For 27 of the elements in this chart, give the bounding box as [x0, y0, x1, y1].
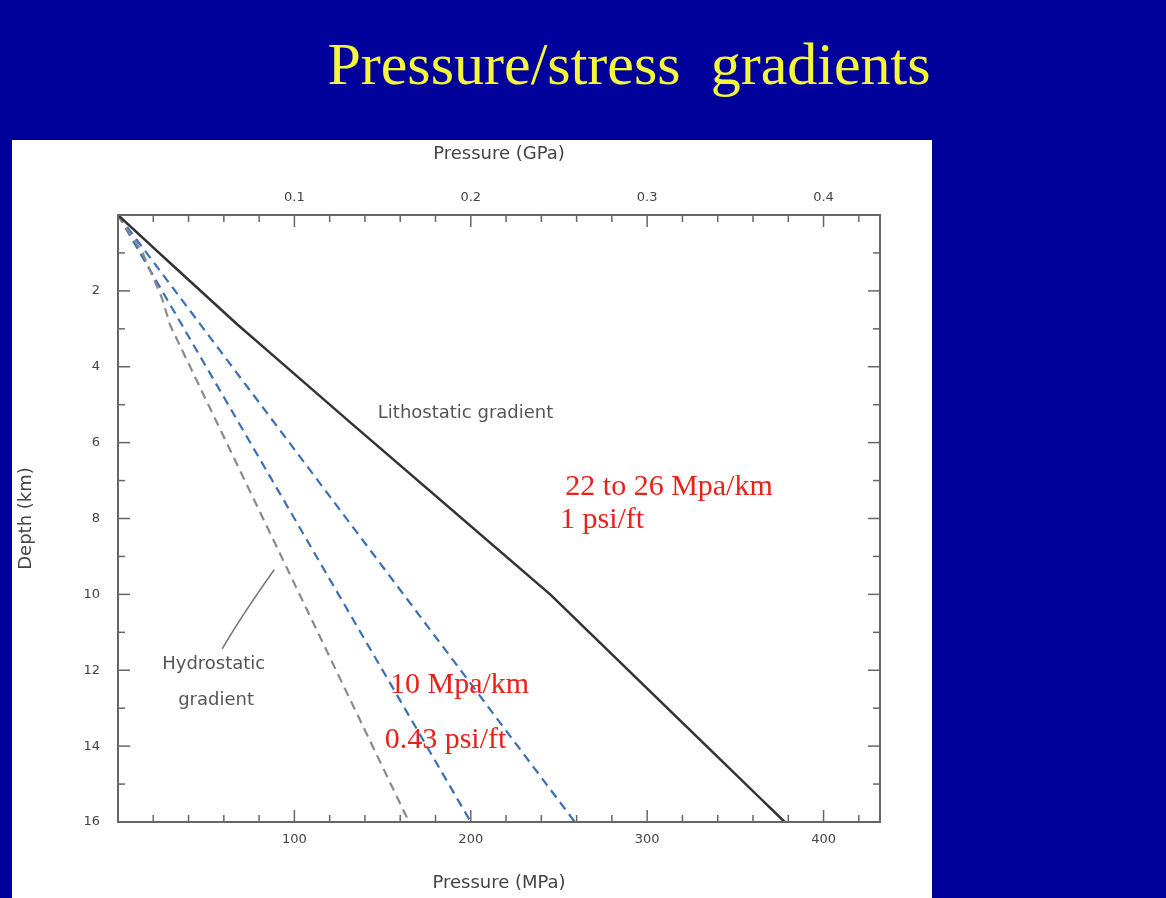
- annotation: 1 psi/ft: [559, 500, 645, 534]
- y-tick-label: 14: [83, 737, 100, 753]
- x2-tick-label: 0.1: [284, 188, 305, 204]
- y-tick-label: 16: [83, 813, 100, 829]
- x-tick-label: 100: [281, 831, 307, 847]
- chart-title: Pressure/stress gradients: [326, 30, 932, 99]
- x2-tick-label: 0.3: [636, 188, 658, 204]
- y-tick-label: 4: [91, 358, 100, 374]
- x-tick-label: 200: [458, 831, 484, 847]
- annotation: Lithostatic gradient: [377, 400, 554, 422]
- annotation: 10 Mpa/km: [390, 665, 530, 699]
- x2-tick-label: 0.4: [813, 188, 834, 204]
- x2-tick-label: 0.2: [460, 188, 482, 204]
- y-tick-label: 6: [91, 434, 100, 449]
- x2-axis-title: Pressure (GPa): [433, 142, 565, 164]
- x-tick-label: 400: [811, 831, 836, 847]
- annotation: 22 to 26 Mpa/km: [565, 467, 773, 501]
- annotation: Hydrostatic: [162, 652, 266, 674]
- y-tick-label: 2: [91, 282, 100, 298]
- y-tick-label: 8: [91, 509, 100, 525]
- x-axis-title: Pressure (MPa): [432, 870, 566, 892]
- x-tick-label: 300: [634, 831, 660, 847]
- y-axis-title: Depth (km): [14, 467, 36, 570]
- y-tick-label: 10: [83, 585, 100, 601]
- y-tick-label: 12: [83, 661, 100, 677]
- annotation: gradient: [178, 687, 255, 709]
- annotation: 0.43 psi/ft: [384, 720, 508, 754]
